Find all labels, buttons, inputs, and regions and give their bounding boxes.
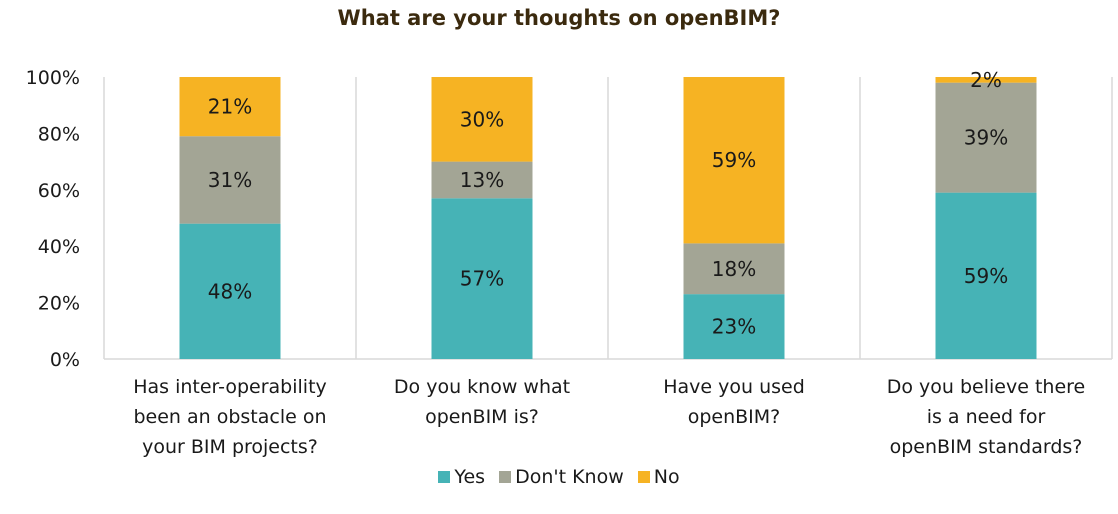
y-tick-label: 20% xyxy=(38,293,80,315)
legend-label-no: No xyxy=(653,466,680,488)
category-label: been an obstacle on xyxy=(133,406,326,428)
chart-title: What are your thoughts on openBIM? xyxy=(337,6,781,30)
y-tick-label: 40% xyxy=(38,236,80,258)
bar-segment xyxy=(935,77,1037,83)
category-label: Do you know what xyxy=(394,376,570,398)
category-label: Have you used xyxy=(663,376,805,398)
bar-segment xyxy=(431,77,533,162)
category-label: Do you believe there xyxy=(887,376,1085,398)
legend: Yes Don't Know No xyxy=(0,466,1118,488)
data-label: 39% xyxy=(964,126,1008,150)
data-label: 48% xyxy=(208,279,252,303)
data-label: 21% xyxy=(208,95,252,119)
bar-segment xyxy=(431,161,533,199)
legend-item-dont-know: Don't Know xyxy=(499,466,624,488)
bar-segment xyxy=(683,243,785,295)
legend-swatch-dont-know xyxy=(499,471,512,483)
data-label: 2% xyxy=(970,68,1002,92)
data-label: 18% xyxy=(712,257,756,281)
category-label: your BIM projects? xyxy=(142,436,318,458)
category-label: Has inter-operability xyxy=(133,376,327,398)
bar-segment xyxy=(179,223,281,359)
category-label: is a need for xyxy=(927,406,1046,428)
data-label: 59% xyxy=(712,148,756,172)
data-label: 23% xyxy=(712,315,756,339)
legend-label-dont-know: Don't Know xyxy=(515,466,624,488)
bar-segment xyxy=(431,198,533,359)
data-label: 59% xyxy=(964,264,1008,288)
y-tick-label: 100% xyxy=(26,67,80,89)
bar-segment xyxy=(179,77,281,137)
data-label: 13% xyxy=(460,168,504,192)
bar-segment xyxy=(935,192,1037,359)
data-label: 30% xyxy=(460,107,504,131)
bar-segment xyxy=(683,77,785,244)
category-label: openBIM is? xyxy=(425,406,539,428)
y-tick-label: 60% xyxy=(38,180,80,202)
data-label: 57% xyxy=(460,267,504,291)
bar-segment xyxy=(179,136,281,224)
legend-item-yes: Yes xyxy=(438,466,485,488)
data-label: 31% xyxy=(208,168,252,192)
bar-segment xyxy=(935,82,1037,193)
category-label: openBIM? xyxy=(688,406,781,428)
y-tick-label: 0% xyxy=(50,349,80,371)
category-label: openBIM standards? xyxy=(890,436,1083,458)
legend-label-yes: Yes xyxy=(454,466,486,488)
y-tick-label: 80% xyxy=(38,123,80,145)
bar-segment xyxy=(683,294,785,359)
legend-item-no: No xyxy=(637,466,680,488)
legend-swatch-yes xyxy=(438,471,451,483)
legend-swatch-no xyxy=(637,471,650,483)
